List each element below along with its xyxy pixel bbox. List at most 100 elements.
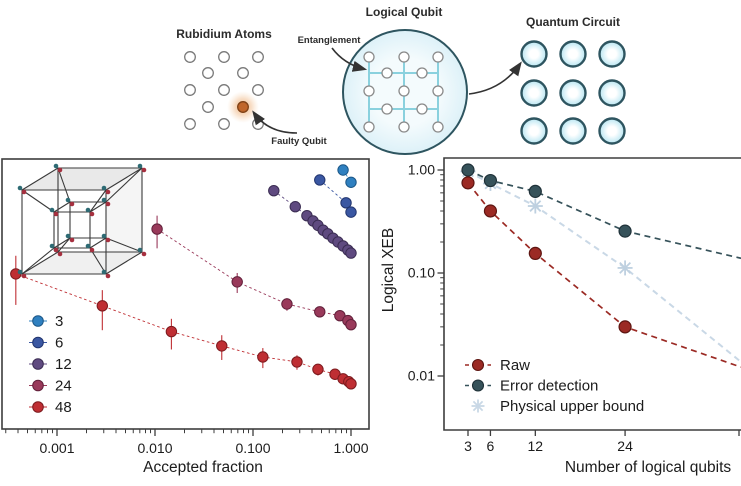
y-axis-title: Logical XEB (380, 228, 397, 312)
data-point (528, 246, 542, 260)
x-tick-label: 3 (464, 438, 472, 454)
asterisk-marker (529, 200, 542, 212)
rubidium-atom (218, 84, 230, 96)
plot-background (444, 158, 741, 430)
data-point (281, 298, 293, 310)
tesseract-edges (21, 167, 143, 275)
data-point (483, 173, 498, 188)
faulty-qubit-label: Faulty Qubit (271, 136, 327, 147)
rubidium-atom (202, 67, 214, 79)
vertex-dot-red (105, 189, 111, 195)
data-point (340, 197, 352, 209)
vertex-dot-red (57, 251, 63, 257)
vertex-dot-teal (49, 243, 55, 249)
legend-marker (471, 379, 485, 392)
rubidium-atom (252, 51, 264, 63)
quantum-circuit-grid (520, 40, 626, 145)
plot-frame (443, 157, 741, 431)
legend-label: 12 (55, 356, 72, 373)
qubit-node (398, 85, 410, 97)
legend-marker (32, 336, 44, 349)
vertex-dot-teal (53, 163, 59, 169)
data-point (483, 204, 498, 218)
x-tick-label: 0.001 (39, 440, 74, 456)
circuit-arrow (468, 61, 522, 95)
tesseract-inset (17, 163, 147, 279)
data-point (528, 184, 542, 198)
accepted-fraction-plot: 0.001 0.010 0.100 1.000 3 6 12 24 48 Accepted fr… (1, 158, 370, 476)
circuit-qubit (559, 79, 587, 107)
data-point (257, 351, 269, 363)
data-point (345, 318, 357, 331)
rubidium-atom (237, 67, 249, 79)
legend-label: 6 (55, 335, 63, 352)
vertex-dot-red (53, 211, 59, 217)
series-line (467, 169, 741, 260)
rubidium-atom (184, 84, 196, 96)
vertex-dot-teal (101, 269, 107, 275)
vertex-dot-red (141, 167, 147, 173)
qubit-node (398, 121, 410, 133)
rubidium-atoms-label: Rubidium Atoms (176, 27, 272, 41)
x-axis-title: Number of logical qubits (565, 459, 732, 476)
vertex-dot-teal (85, 207, 91, 213)
data-point (345, 378, 357, 390)
rubidium-atom (218, 118, 230, 130)
vertex-dot-red (141, 251, 147, 257)
asterisk-marker (619, 261, 632, 274)
vertex-dot-red (105, 201, 111, 207)
data-point (461, 176, 475, 190)
data-point (216, 340, 228, 352)
entanglement-label: Entanglement (298, 35, 362, 46)
data-point (337, 164, 349, 176)
vertex-dot-teal (85, 243, 91, 249)
data-point (268, 184, 280, 197)
circuit-qubit (598, 79, 626, 107)
vertex-dot-red (21, 189, 27, 195)
rubidium-atom (184, 51, 196, 63)
rubidium-atom (252, 84, 264, 96)
legend-label: 3 (55, 313, 63, 330)
x-tick-label: 6 (487, 438, 495, 454)
data-point (618, 320, 632, 334)
qubit-node (432, 85, 444, 97)
circuit-qubit (520, 40, 548, 68)
vertex-dot-teal (65, 197, 71, 203)
vertex-dot-teal (101, 185, 107, 191)
vertex-dot-red (57, 167, 63, 173)
data-point (312, 363, 324, 376)
vertex-dot-teal (137, 247, 143, 253)
vertex-dot-teal (137, 163, 143, 169)
y-tick-label: 1.00 (408, 162, 435, 178)
legend-label: 48 (55, 399, 72, 416)
vertex-dot-red (21, 273, 27, 279)
y-tick-label: 0.10 (408, 265, 435, 281)
faulty-qubit-arrow (252, 110, 298, 134)
data-point (618, 224, 632, 238)
legend-marker (471, 358, 485, 372)
entanglement-arrow (331, 47, 368, 72)
qubit-node (363, 51, 375, 63)
rubidium-atom (202, 101, 214, 113)
vertex-dot-red (89, 211, 95, 217)
vertex-dot-red (89, 247, 95, 253)
right-plot-content: 1.00 0.10 0.01 3 6 12 24 Raw Error detection Phys… (408, 157, 741, 454)
legend-label: Error detection (500, 377, 598, 394)
qubit-node (432, 121, 444, 133)
x-tick-label: 0.010 (137, 440, 172, 456)
data-point (96, 300, 109, 312)
qubit-node (398, 51, 410, 63)
faulty-qubit-atom (237, 101, 249, 113)
vertex-dot-teal (101, 233, 107, 239)
legend-marker (32, 379, 44, 392)
vertex-dot-teal (49, 207, 55, 213)
vertex-dot-red (105, 237, 111, 243)
qubit-node (381, 67, 393, 79)
x-tick-label: 24 (617, 438, 633, 454)
x-tick-label: 1.000 (333, 440, 368, 456)
logical-qubit-grid (363, 51, 444, 133)
legend-label: Raw (500, 357, 530, 374)
x-axis-title: Accepted fraction (143, 459, 263, 476)
x-tick-label: 12 (528, 438, 544, 454)
